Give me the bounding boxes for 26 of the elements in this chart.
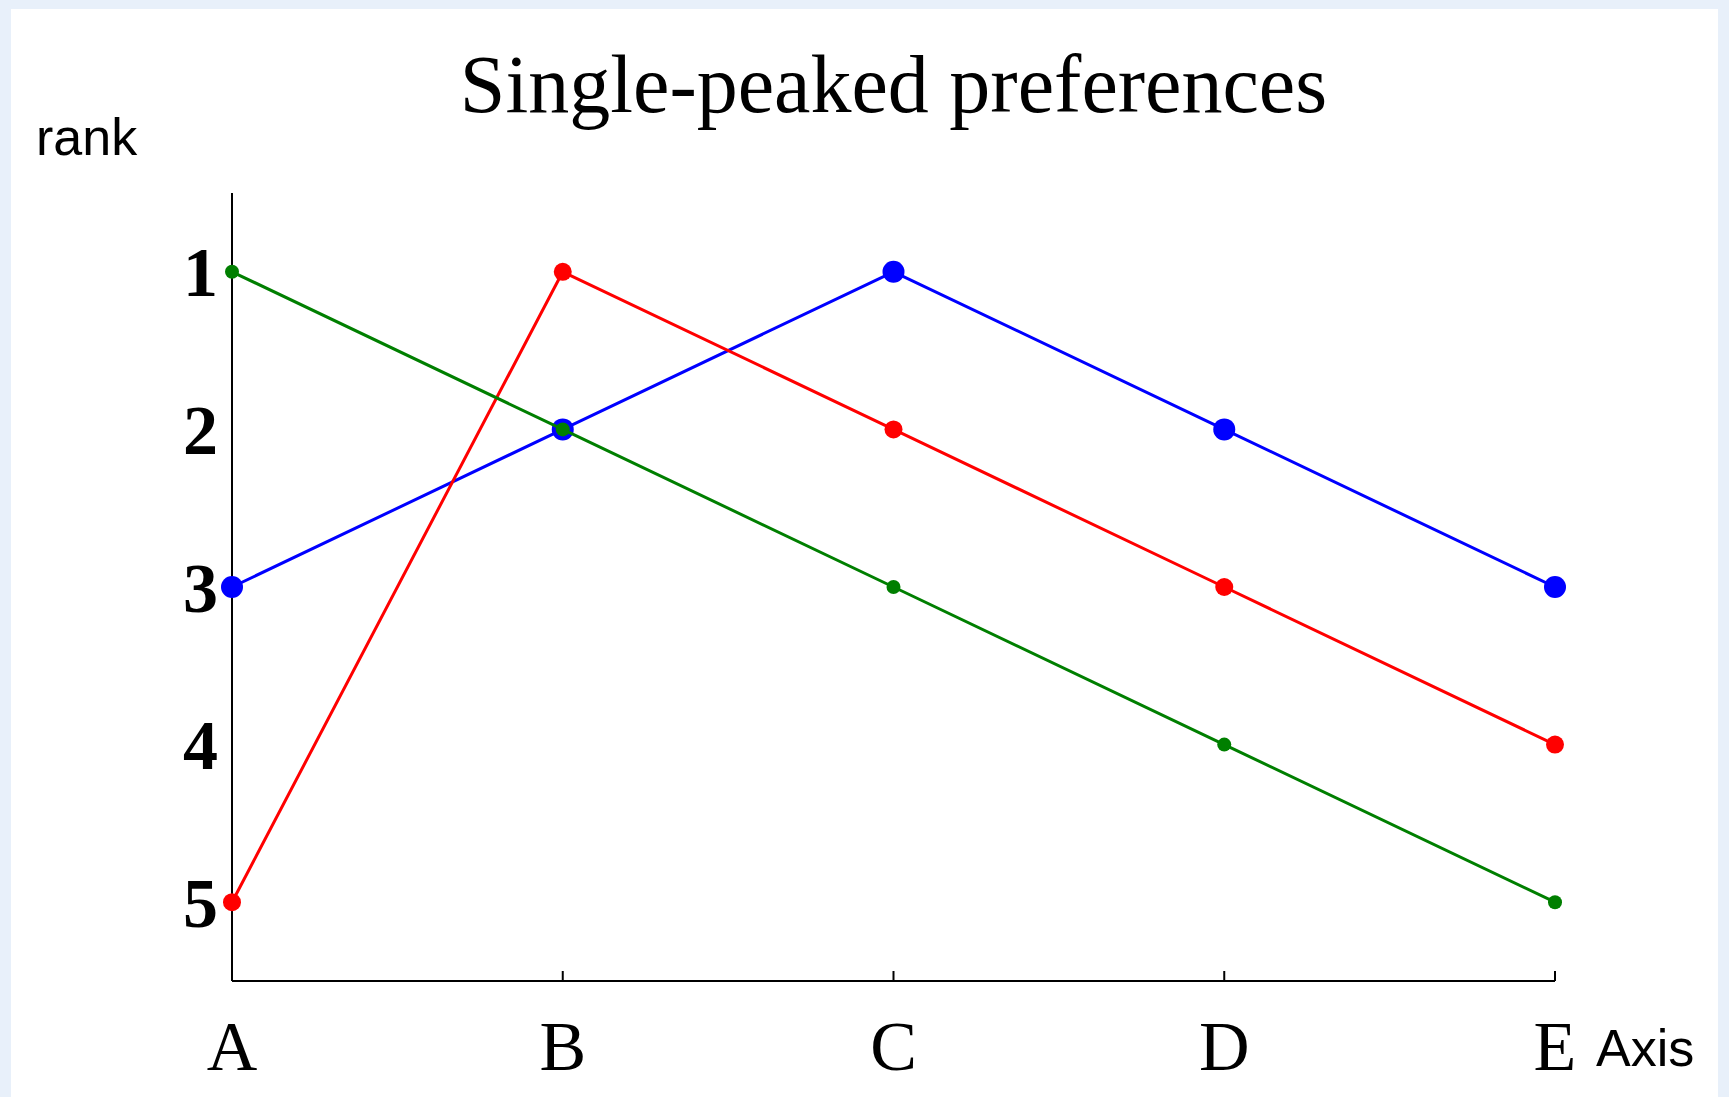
x-tick-label: E: [1533, 1008, 1577, 1085]
y-tick-label: 3: [183, 549, 218, 627]
point: [553, 262, 572, 281]
point: [1215, 578, 1234, 596]
x-tick-label: A: [206, 1008, 258, 1085]
x-tick-label: B: [539, 1008, 587, 1085]
point: [223, 893, 241, 912]
x-tick-label: C: [870, 1008, 917, 1085]
point: [1217, 737, 1232, 752]
point: [1544, 576, 1566, 598]
point: [1546, 735, 1564, 754]
y-tick-label: 1: [183, 234, 218, 312]
point: [221, 576, 243, 598]
chart-title: Single-peaked preferences: [459, 39, 1328, 130]
point: [1548, 895, 1562, 910]
x-tick-label: D: [1198, 1008, 1250, 1085]
y-axis-title: rank: [36, 108, 139, 166]
point: [882, 260, 905, 283]
point: [225, 264, 239, 279]
x-axis-title: Axis: [1596, 1019, 1695, 1077]
point: [884, 420, 903, 439]
y-tick-label: 2: [183, 391, 218, 469]
y-tick-label: 4: [183, 707, 218, 785]
y-tick-label: 5: [183, 864, 218, 942]
point: [1213, 418, 1236, 441]
point: [886, 580, 901, 594]
